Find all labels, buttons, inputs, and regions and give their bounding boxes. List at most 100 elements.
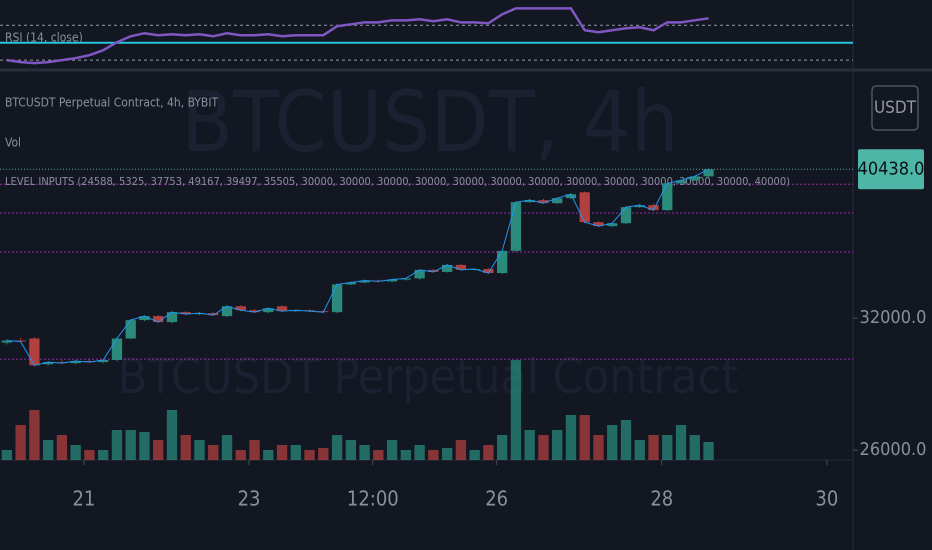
volume-bar <box>98 450 109 460</box>
candle-body <box>689 176 700 181</box>
currency-label[interactable]: USDT <box>874 98 917 118</box>
volume-bar <box>703 442 714 460</box>
volume-bar <box>373 450 384 460</box>
x-tick-label: 12:00 <box>347 487 399 511</box>
volume-bar <box>497 435 508 460</box>
volume-bar <box>620 420 632 460</box>
volume-bar <box>166 410 178 460</box>
candle-body <box>42 362 54 365</box>
volume-bar <box>153 440 164 460</box>
candle-body <box>29 338 40 366</box>
candle-body <box>221 306 233 317</box>
candle-body <box>565 194 577 199</box>
volume-bar <box>1 450 13 460</box>
chart-title: BTCUSDT Perpetual Contract, 4h, BYBIT <box>5 96 218 110</box>
volume-bar <box>662 435 673 460</box>
candle-body <box>139 316 150 321</box>
y-tick-label: 32000.0 <box>860 307 927 328</box>
candle-body <box>524 200 535 203</box>
candle-body <box>414 269 425 279</box>
volume-bar <box>249 440 260 460</box>
candle-body <box>607 223 618 227</box>
candle-body <box>497 250 508 274</box>
last-price-box <box>858 149 924 190</box>
volume-bar <box>469 450 480 460</box>
volume-bar <box>524 430 535 460</box>
volume-bar <box>139 432 150 460</box>
volume-bar <box>689 435 700 460</box>
candle-body <box>111 338 123 360</box>
x-tick-label: 23 <box>238 487 261 511</box>
x-tick-label: 26 <box>485 487 508 511</box>
candle-body <box>483 268 494 274</box>
watermark: BTCUSDT, 4h <box>181 73 678 171</box>
volume-bar <box>565 415 577 460</box>
candle-body <box>648 205 659 211</box>
x-tick-label: 21 <box>72 487 95 511</box>
candle-body <box>331 284 343 313</box>
candle-body <box>235 306 246 311</box>
volume-bar <box>510 360 522 460</box>
rsi-line <box>6 7 709 65</box>
candle-body <box>359 280 370 283</box>
last-price-label: 40438.0 <box>858 158 925 179</box>
candle-body <box>180 312 191 315</box>
volume-bar <box>84 450 95 460</box>
currency-button[interactable] <box>871 85 919 131</box>
candle-body <box>634 205 645 208</box>
close-line <box>6 168 709 366</box>
volume-bar <box>607 425 618 460</box>
candle-body <box>15 340 26 342</box>
candle-body <box>84 361 95 363</box>
candle-body <box>538 200 549 204</box>
volume-bar <box>111 430 123 460</box>
candle-body <box>263 308 274 313</box>
candle-body <box>579 192 590 223</box>
volume-bar <box>42 440 54 460</box>
volume-bar <box>29 410 40 460</box>
volume-bar <box>263 450 274 460</box>
volume-bar <box>318 448 329 460</box>
volume-bar <box>593 435 604 460</box>
candle-body <box>675 180 687 184</box>
volume-bar <box>221 435 233 460</box>
volume-bar <box>455 440 467 460</box>
candle-body <box>455 264 467 270</box>
volume-bar <box>235 450 246 460</box>
volume-bar <box>483 445 494 460</box>
candle-body <box>276 306 288 312</box>
candle-body <box>552 198 563 204</box>
levels-label: LEVEL INPUTS (24588, 5325, 37753, 49167,… <box>5 175 790 188</box>
volume-label: Vol <box>5 136 21 150</box>
volume-bar <box>634 440 645 460</box>
volume-bar <box>579 415 590 460</box>
volume-bar <box>276 445 288 460</box>
x-tick-label: 28 <box>650 487 673 511</box>
volume-bar <box>15 425 26 460</box>
candle-body <box>703 169 714 177</box>
candle-body <box>662 183 673 211</box>
x-tick-label: 30 <box>815 487 838 511</box>
volume-bar <box>386 440 398 460</box>
candle-body <box>166 312 178 323</box>
candle-body <box>400 278 412 280</box>
candle-body <box>208 313 219 316</box>
volume-bar <box>290 445 301 460</box>
volume-bar <box>194 440 205 460</box>
candle-body <box>249 310 260 313</box>
volume-bar <box>331 435 343 460</box>
volume-bar <box>70 445 81 460</box>
volume-bar <box>552 430 563 460</box>
rsi-label: RSI (14, close) <box>5 31 83 45</box>
candle-body <box>345 282 356 285</box>
candle-body <box>620 207 632 224</box>
volume-bar <box>56 435 68 460</box>
candle-body <box>125 320 136 339</box>
volume-bar <box>441 448 453 460</box>
candle-body <box>428 269 439 272</box>
volume-bar <box>125 430 136 460</box>
candle-body <box>1 340 13 343</box>
y-tick-label: 26000.0 <box>860 439 927 460</box>
volume-bar <box>400 450 412 460</box>
